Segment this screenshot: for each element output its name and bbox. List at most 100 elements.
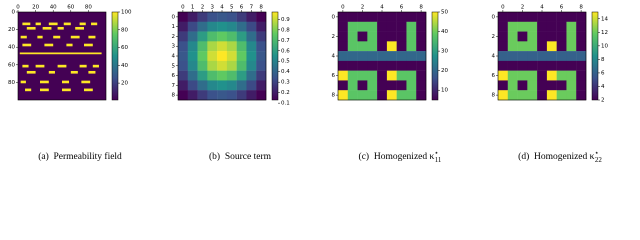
- heatmap-cell: [416, 51, 427, 62]
- heatmap-cell: [187, 90, 198, 101]
- heatmap-cell: [347, 60, 358, 71]
- heatmap-cell: [537, 41, 548, 52]
- caption-label: (c): [359, 151, 370, 162]
- heatmap-cell: [178, 31, 188, 42]
- caption-text: Homogenized κ: [374, 152, 435, 162]
- heatmap-cell: [537, 90, 548, 101]
- caption-sub: 22: [595, 156, 603, 164]
- colorbar-tick-label: 0.4: [281, 69, 290, 75]
- x-tick-label: 4: [220, 5, 224, 11]
- heatmap-cell: [517, 70, 528, 81]
- y-tick-label: 8: [332, 93, 336, 99]
- heatmap-cell: [517, 31, 528, 42]
- y-tick-label: 6: [492, 73, 496, 79]
- heatmap-cell: [197, 12, 208, 22]
- colorbar-tick-label: 40: [441, 29, 448, 35]
- heatmap-cell: [507, 21, 518, 32]
- heatmap-cell: [396, 90, 407, 101]
- inclusion: [88, 70, 96, 74]
- heatmap-cell: [556, 70, 567, 81]
- heatmap-cell: [507, 70, 518, 81]
- inclusion: [40, 88, 49, 92]
- heatmap-cell: [347, 31, 358, 42]
- colorbar-tick-label: 60: [121, 45, 128, 51]
- caption-text: Homogenized κ: [534, 152, 595, 162]
- inclusion: [22, 22, 31, 26]
- inclusion: [92, 64, 99, 68]
- heatmap-cell: [386, 51, 397, 62]
- heatmap-cell: [546, 90, 557, 101]
- x-tick-label: 2: [361, 5, 365, 11]
- heatmap-cell: [207, 51, 218, 62]
- caption-sup: ⋆: [594, 149, 598, 157]
- heatmap-cell: [207, 41, 218, 52]
- caption-label: (b): [209, 151, 220, 162]
- x-tick-label: 8: [259, 5, 263, 11]
- heatmap-cell: [246, 41, 257, 52]
- caption-label: (d): [518, 151, 529, 162]
- heatmap-cell: [556, 80, 567, 91]
- heatmap-cell: [256, 12, 267, 22]
- heatmap-cell: [246, 31, 257, 42]
- colorbar-tick-label: 4: [601, 84, 605, 90]
- caption-sup: ⋆: [434, 149, 438, 157]
- colorbar: [271, 11, 279, 101]
- heatmap-cell: [207, 80, 218, 91]
- colorbar-tick-label: 14: [601, 16, 608, 22]
- heatmap-cell: [338, 31, 348, 42]
- heatmap-cell: [386, 41, 397, 52]
- background: [18, 12, 106, 100]
- heatmap-cell: [178, 80, 188, 91]
- inclusion: [81, 80, 91, 84]
- heatmap-cell: [226, 31, 237, 42]
- heatmap-cell: [527, 41, 538, 52]
- heatmap-cell: [246, 70, 257, 81]
- heatmap-cell: [507, 41, 518, 52]
- inclusion: [48, 70, 55, 74]
- heatmap-cell: [386, 12, 397, 22]
- heatmap-cell: [527, 90, 538, 101]
- heatmap-cell: [217, 21, 228, 32]
- heatmap-cell: [207, 90, 218, 101]
- heatmap-cell: [406, 21, 417, 32]
- heatmap-cell: [347, 21, 358, 32]
- inclusion: [66, 43, 73, 47]
- y-tick-label: 60: [8, 62, 15, 68]
- heatmap-cell: [367, 90, 378, 101]
- heatmap-cell: [546, 80, 557, 91]
- heatmap-cell: [527, 80, 538, 91]
- heatmap-cell: [217, 41, 228, 52]
- heatmap-cell: [338, 21, 348, 32]
- heatmap-cell: [537, 12, 548, 22]
- heatmap-cell: [406, 60, 417, 71]
- heatmap-cell: [566, 80, 577, 91]
- heatmap-cell: [566, 51, 577, 62]
- caption-sub: 11: [435, 156, 442, 164]
- colorbar-tick-label: 80: [121, 27, 128, 33]
- heatmap-cell: [236, 90, 247, 101]
- caption: (a) Permeability field: [38, 151, 122, 162]
- y-tick-label: 40: [8, 45, 15, 51]
- heatmap-cell: [178, 41, 188, 52]
- y-tick-label: 0: [12, 10, 16, 16]
- heatmap-cell: [236, 21, 247, 32]
- heatmap-cell: [367, 51, 378, 62]
- y-tick-label: 20: [8, 27, 15, 33]
- colorbar-tick-label: 0.6: [281, 48, 290, 54]
- heatmap-cell: [416, 41, 427, 52]
- heatmap-cell: [217, 60, 228, 71]
- inclusion: [62, 80, 70, 84]
- x-tick-label: 0: [181, 5, 185, 11]
- heatmap-cell: [178, 51, 188, 62]
- heatmap-cell: [498, 80, 508, 91]
- heatmap-cell: [226, 70, 237, 81]
- heatmap-cell: [338, 12, 348, 22]
- caption-text: Permeability field: [53, 151, 122, 162]
- heatmap-cell: [386, 21, 397, 32]
- colorbar: [591, 11, 599, 101]
- heatmap-cell: [507, 90, 518, 101]
- heatmap-cell: [187, 31, 198, 42]
- heatmap-cell: [217, 31, 228, 42]
- heatmap-cell: [498, 31, 508, 42]
- heatmap-cell: [537, 21, 548, 32]
